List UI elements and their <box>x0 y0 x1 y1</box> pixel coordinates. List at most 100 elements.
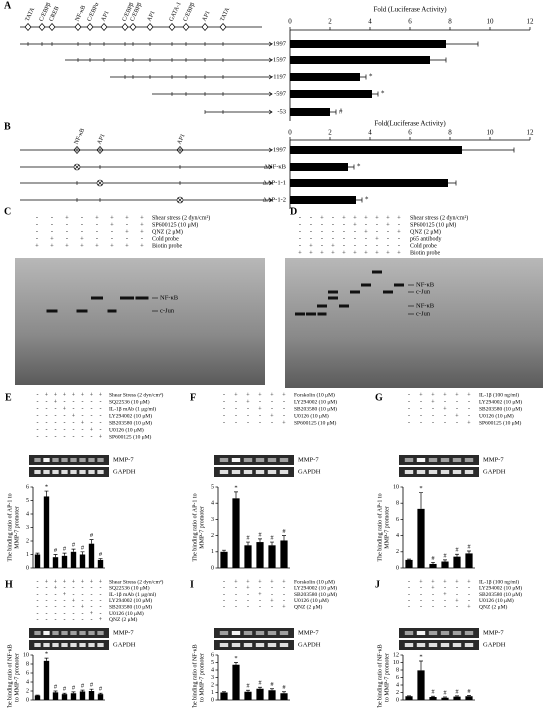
condition-sign: - <box>420 586 422 592</box>
condition-sign: - <box>456 586 458 592</box>
error-bar <box>270 541 274 546</box>
condition-sign: + <box>110 214 114 221</box>
gel-band <box>464 631 474 635</box>
construct-arrow <box>262 147 273 153</box>
condition-sign: - <box>271 399 273 405</box>
condition-sign: + <box>455 598 459 604</box>
condition-sign: - <box>37 413 39 419</box>
condition-sign: - <box>259 413 261 419</box>
condition-sign: + <box>54 399 58 405</box>
condition-sign: - <box>100 420 102 426</box>
condition-sign: - <box>46 399 48 405</box>
condition-sign: - <box>73 592 75 598</box>
gel-band <box>464 458 474 462</box>
site-diamond <box>100 22 108 32</box>
condition-sign: - <box>468 592 470 598</box>
condition-sign: - <box>100 598 102 604</box>
condition-sign: - <box>408 592 410 598</box>
condition-sign: - <box>408 399 410 405</box>
bar <box>290 146 462 154</box>
condition-label: QNZ (2 μM) <box>152 228 183 235</box>
condition-sign: + <box>63 579 67 585</box>
condition-sign: - <box>456 406 458 412</box>
y-tick-label: 8 <box>26 661 29 667</box>
condition-sign: + <box>95 242 99 249</box>
condition-sign: + <box>443 392 447 398</box>
condition-sign: - <box>37 598 39 604</box>
construct-arrow <box>262 180 273 186</box>
condition-sign: + <box>309 242 313 249</box>
condition-sign: - <box>420 413 422 419</box>
bar <box>43 496 50 568</box>
condition-label: IL-1β mAb (1 μg/ml) <box>109 591 156 598</box>
significance-mark: # <box>270 681 274 688</box>
gel-band <box>70 643 77 647</box>
x-tick-label: 12 <box>527 129 535 137</box>
gel-band <box>43 631 50 635</box>
bar <box>290 73 360 81</box>
condition-sign: - <box>64 413 66 419</box>
condition-sign: - <box>299 228 301 235</box>
site-diamond <box>129 22 137 32</box>
condition-sign: - <box>283 406 285 412</box>
condition-sign: - <box>66 221 68 228</box>
condition-sign: - <box>73 605 75 611</box>
y-tick-label: 5 <box>211 660 214 666</box>
condition-sign: + <box>431 392 435 398</box>
significance-mark: # <box>455 547 459 554</box>
panel-letter: C <box>4 206 11 217</box>
significance-mark: # <box>258 680 262 687</box>
condition-sign: - <box>37 406 39 412</box>
condition-sign: + <box>467 579 471 585</box>
error-bar <box>270 688 274 691</box>
condition-label: Biotin probe <box>152 243 183 249</box>
condition-sign: - <box>332 228 334 235</box>
gel-band <box>372 270 382 274</box>
condition-sign: + <box>140 214 144 221</box>
gel-band <box>34 643 41 647</box>
condition-sign: - <box>408 406 410 412</box>
site-label: AP1 <box>147 10 157 22</box>
site-diamond <box>86 22 94 32</box>
condition-sign: - <box>247 592 249 598</box>
gel-band <box>452 631 462 635</box>
condition-sign: - <box>271 605 273 611</box>
significance-mark: # <box>431 689 435 696</box>
condition-sign: - <box>235 592 237 598</box>
significance-mark: * <box>419 485 422 492</box>
category-label: ΔAP-1-1 <box>263 179 286 186</box>
condition-sign: - <box>126 235 128 242</box>
bar <box>290 196 356 204</box>
condition-sign: - <box>283 598 285 604</box>
condition-sign: - <box>37 420 39 426</box>
error-bar <box>443 696 447 698</box>
significance-mark: # <box>467 543 471 550</box>
significance-mark: # <box>467 688 471 695</box>
y-tick-label: 3 <box>26 525 29 531</box>
condition-sign: - <box>235 586 237 592</box>
gel-band <box>97 470 104 474</box>
bar <box>244 691 252 700</box>
bar <box>417 508 425 568</box>
condition-sign: + <box>81 605 85 611</box>
condition-sign: - <box>332 221 334 228</box>
bar <box>61 555 68 568</box>
gel-band <box>428 631 438 635</box>
x-tick-label: 10 <box>487 18 495 26</box>
construct-arrow <box>262 74 273 80</box>
site-diamond <box>146 22 154 32</box>
condition-sign: - <box>51 228 53 235</box>
gel-strip <box>29 467 109 477</box>
condition-sign: - <box>37 617 39 623</box>
construct-arrow <box>262 197 273 203</box>
condition-sign: - <box>376 221 378 228</box>
condition-sign: - <box>64 611 66 617</box>
gel-band <box>79 643 86 647</box>
significance-mark: # <box>63 546 67 553</box>
y-tick-label: 0 <box>211 565 214 571</box>
bar <box>232 664 240 700</box>
x-tick-label: 0 <box>288 129 292 137</box>
bar <box>290 179 448 187</box>
condition-sign: - <box>73 434 75 440</box>
